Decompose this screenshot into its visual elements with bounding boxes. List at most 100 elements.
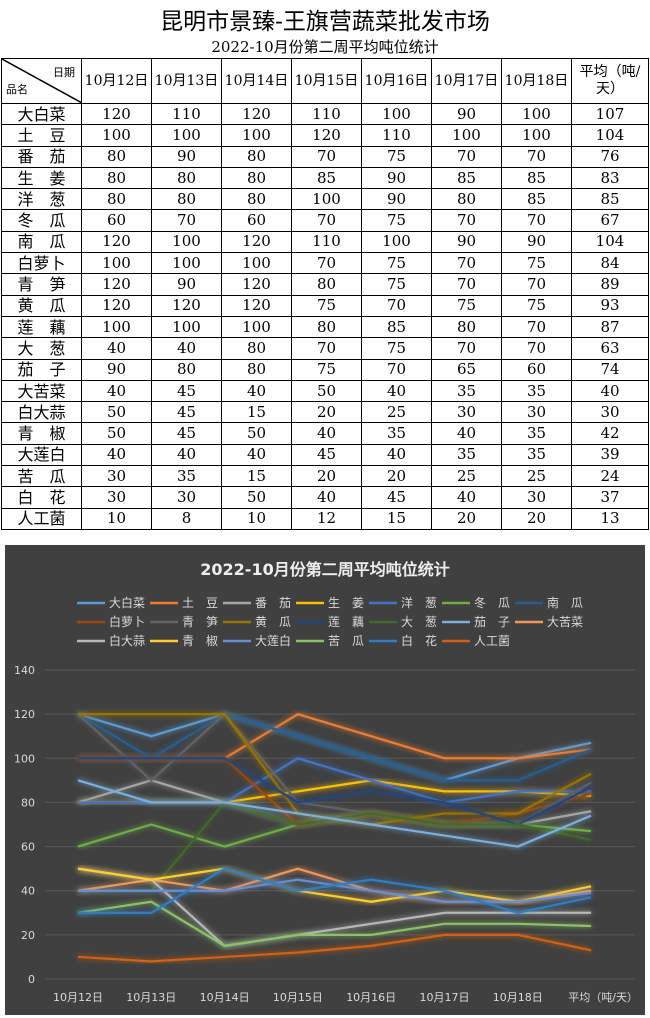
tonnage-cell: 120 <box>81 230 152 254</box>
tonnage-cell: 75 <box>291 294 362 317</box>
vegetable-name: 大白菜 <box>1 102 82 126</box>
vegetable-name: 白萝卜 <box>1 252 82 275</box>
tonnage-cell: 45 <box>361 486 432 509</box>
x-tick-label: 10月15日 <box>273 991 323 1004</box>
tonnage-cell: 84 <box>571 252 649 275</box>
table-row: 大莲白 40 40 40 45 40 35 35 39 <box>1 443 649 467</box>
legend-label: 冬 瓜 <box>474 595 510 610</box>
tonnage-cell: 85 <box>291 166 362 190</box>
corner-date-label: 日期 <box>53 66 75 79</box>
tonnage-cell: 100 <box>151 252 222 275</box>
y-tick-label: 100 <box>14 752 35 765</box>
tonnage-cell: 80 <box>151 358 222 381</box>
tonnage-cell: 80 <box>221 358 292 381</box>
tonnage-cell: 110 <box>291 230 362 254</box>
tonnage-cell: 80 <box>221 145 292 168</box>
tonnage-cell: 80 <box>151 166 222 190</box>
tonnage-cell: 120 <box>221 273 292 296</box>
tonnage-cell: 85 <box>501 188 572 211</box>
vegetable-name: 青 椒 <box>1 422 82 445</box>
tonnage-cell: 63 <box>571 337 649 360</box>
chart-title: 2022-10月份第二周平均吨位统计 <box>200 560 449 579</box>
table-row: 大 葱 40 40 80 70 75 70 70 63 <box>1 337 649 360</box>
tonnage-cell: 100 <box>501 124 572 147</box>
tonnage-cell: 89 <box>571 273 649 296</box>
tonnage-cell: 25 <box>431 465 502 488</box>
tonnage-cell: 20 <box>361 465 432 488</box>
tonnage-cell: 40 <box>571 379 649 403</box>
tonnage-cell: 70 <box>291 209 362 232</box>
tonnage-cell: 90 <box>501 230 572 254</box>
tonnage-cell: 120 <box>221 230 292 254</box>
tonnage-cell: 35 <box>431 379 502 403</box>
chart-background <box>5 545 645 1015</box>
series-line <box>77 713 592 782</box>
column-header: 10月13日 <box>151 58 222 104</box>
table-row: 大苦菜 40 45 40 50 40 35 35 40 <box>1 379 649 403</box>
series-line <box>77 933 592 963</box>
tonnage-cell: 100 <box>501 102 572 126</box>
tonnage-cell: 120 <box>291 124 362 147</box>
tonnage-cell: 40 <box>291 486 362 509</box>
tonnage-cell: 35 <box>361 422 432 445</box>
tonnage-cell: 35 <box>431 443 502 467</box>
tonnage-cell: 110 <box>291 102 362 126</box>
table-row: 洋 葱 80 80 80 100 90 80 85 85 <box>1 188 649 211</box>
tonnage-cell: 90 <box>361 188 432 211</box>
table-row: 莲 藕 100 100 100 80 85 80 70 87 <box>1 315 649 339</box>
vegetable-name: 黄 瓜 <box>1 294 82 317</box>
tonnage-cell: 120 <box>81 273 152 296</box>
tonnage-cell: 85 <box>431 166 502 190</box>
table-row: 青 笋 120 90 120 80 75 70 70 89 <box>1 273 649 296</box>
tonnage-cell: 40 <box>81 443 152 467</box>
tonnage-cell: 50 <box>81 422 152 445</box>
vegetable-name: 洋 葱 <box>1 188 82 211</box>
tonnage-cell: 76 <box>571 145 649 168</box>
tonnage-cell: 40 <box>431 422 502 445</box>
tonnage-cell: 100 <box>221 252 292 275</box>
table-row: 土 豆 100 100 100 120 110 100 100 104 <box>1 124 649 147</box>
tonnage-cell: 70 <box>501 145 572 168</box>
x-tick-label: 10月17日 <box>420 991 470 1004</box>
legend-label: 生 姜 <box>328 596 364 610</box>
tonnage-cell: 80 <box>81 188 152 211</box>
tonnage-cell: 8 <box>151 507 222 530</box>
tonnage-cell: 15 <box>221 401 292 424</box>
corner-name-label: 品名 <box>6 83 28 96</box>
tonnage-cell: 10 <box>81 507 152 530</box>
y-tick-label: 40 <box>21 885 35 898</box>
tonnage-cell: 42 <box>571 422 649 445</box>
tonnage-cell: 90 <box>81 358 152 381</box>
tonnage-cell: 100 <box>361 230 432 254</box>
tonnage-cell: 75 <box>361 209 432 232</box>
tonnage-cell: 40 <box>151 337 222 360</box>
legend-label: 青 笋 <box>182 614 218 629</box>
vegetable-name: 人工菌 <box>1 507 82 530</box>
tonnage-cell: 80 <box>291 273 362 296</box>
table-row: 大白菜 120 110 120 110 100 90 100 107 <box>1 102 649 126</box>
tonnage-cell: 30 <box>81 486 152 509</box>
table-row: 人工菌 10 8 10 12 15 20 20 13 <box>1 507 649 530</box>
tonnage-cell: 20 <box>431 507 502 530</box>
series-line <box>78 867 592 914</box>
y-tick-label: 120 <box>14 708 35 721</box>
tonnage-cell: 80 <box>291 315 362 339</box>
tonnage-cell: 120 <box>151 294 222 317</box>
legend-label: 白大蒜 <box>109 633 145 648</box>
tonnage-cell: 90 <box>151 273 222 296</box>
tonnage-cell: 85 <box>501 166 572 190</box>
legend-label: 莲 藕 <box>328 615 364 629</box>
tonnage-cell: 80 <box>221 337 292 360</box>
vegetable-name: 白 花 <box>1 486 82 509</box>
y-tick-label: 80 <box>21 796 35 809</box>
table-row: 黄 瓜 120 120 120 75 70 75 75 93 <box>1 294 649 317</box>
tonnage-cell: 80 <box>431 315 502 339</box>
tonnage-cell: 12 <box>291 507 362 530</box>
tonnage-cell: 37 <box>571 486 649 509</box>
tonnage-cell: 70 <box>431 252 502 275</box>
tonnage-cell: 110 <box>361 124 432 147</box>
tonnage-cell: 93 <box>571 294 649 317</box>
tonnage-cell: 75 <box>361 252 432 275</box>
vegetable-name: 冬 瓜 <box>1 209 82 232</box>
legend-label: 大莲白 <box>255 633 291 648</box>
